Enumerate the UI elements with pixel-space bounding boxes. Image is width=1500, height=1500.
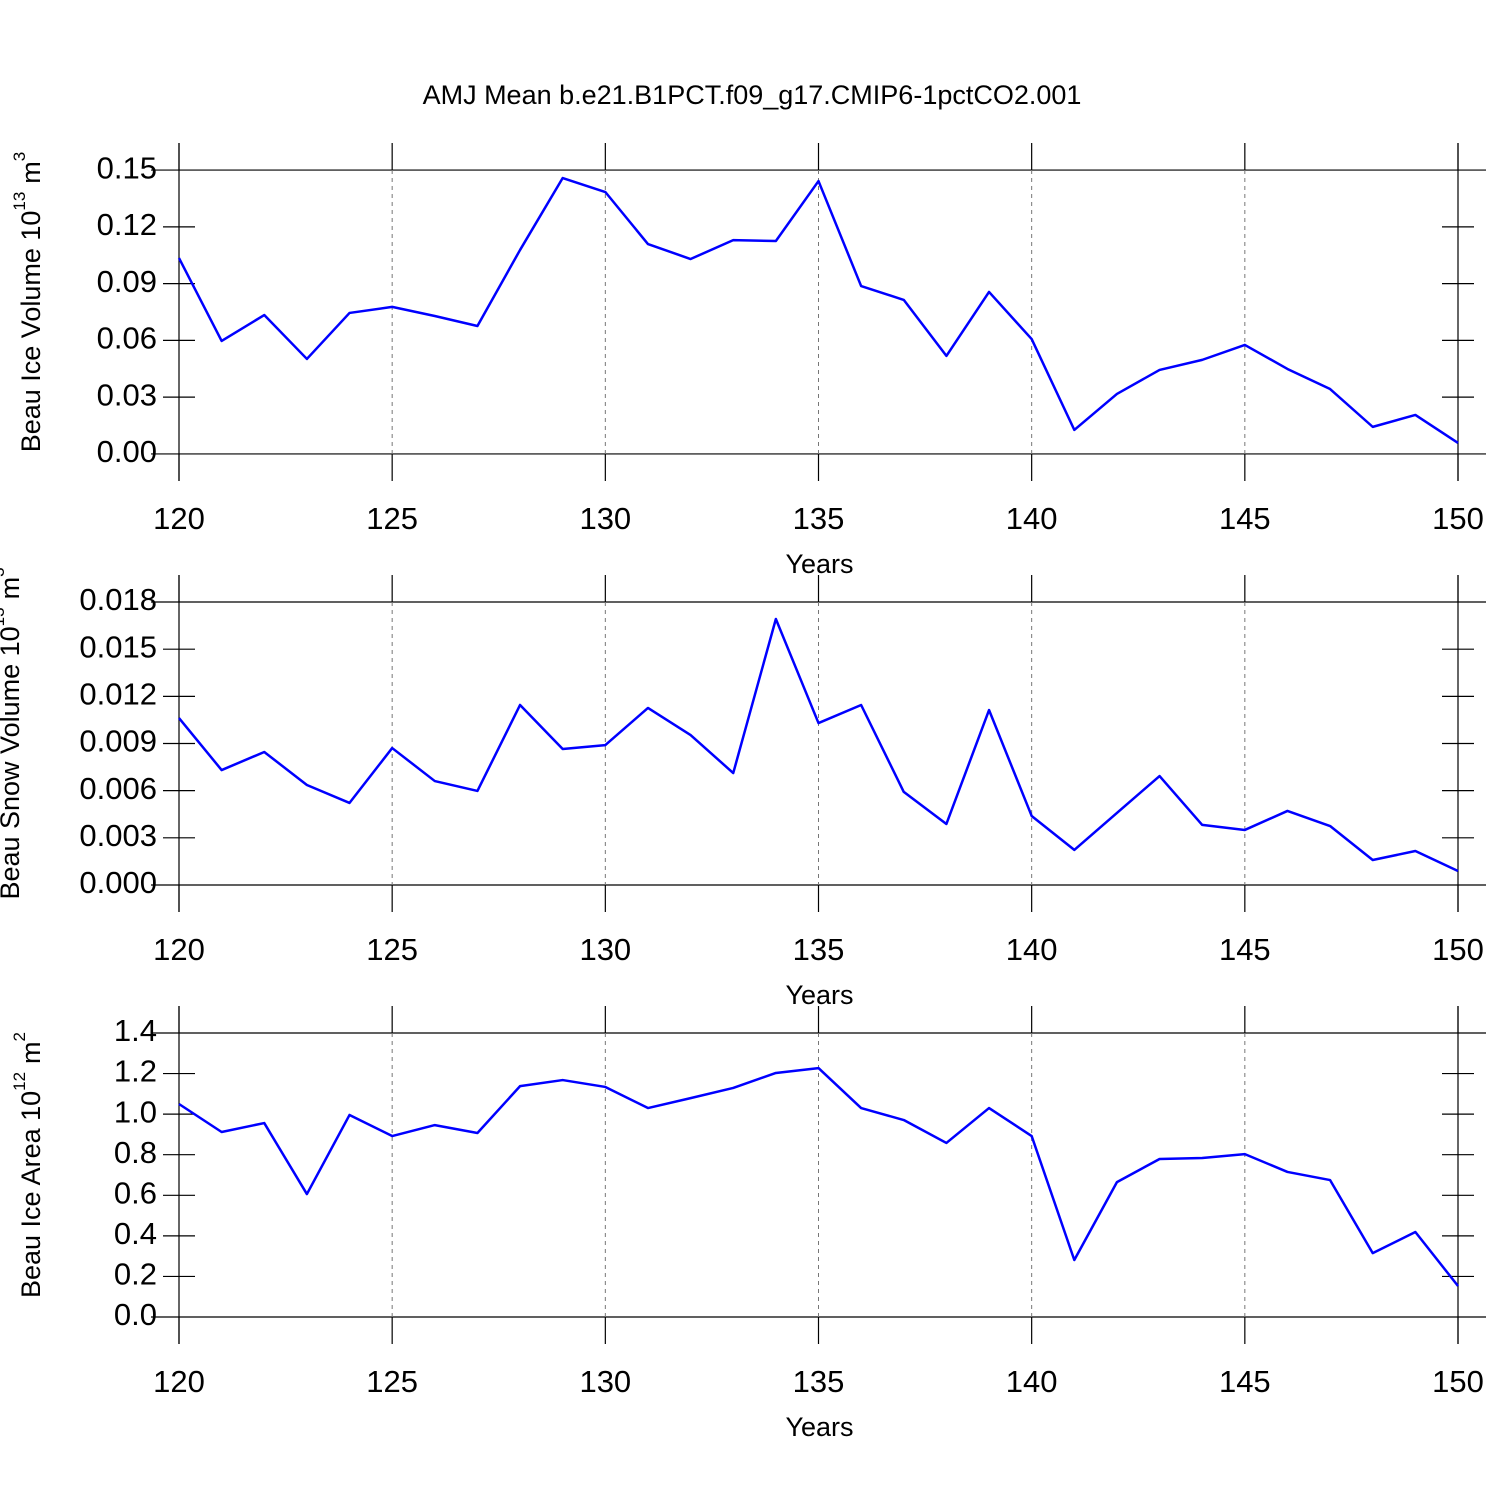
y-tick-label: 0.003 <box>79 818 157 853</box>
data-line <box>177 176 1459 445</box>
y-label-exponent: 12 <box>10 1072 29 1091</box>
y-label-exponent: 13 <box>10 192 29 211</box>
y-label-exponent: 13 <box>0 607 8 626</box>
y-tick-label: 0.018 <box>79 582 157 617</box>
y-label-unit-exponent: 3 <box>10 152 29 161</box>
x-tick-label: 145 <box>1219 932 1271 967</box>
y-tick-label: 0.009 <box>79 724 157 759</box>
x-tick-label: 125 <box>366 932 418 967</box>
y-tick-label: 1.2 <box>114 1054 157 1089</box>
figure-title: AMJ Mean b.e21.B1PCT.f09_g17.CMIP6-1pctC… <box>423 80 1082 110</box>
y-tick-label: 0.12 <box>97 207 157 242</box>
y-label-text: Beau Ice Volume 10 <box>16 211 46 453</box>
y-tick-label: 1.4 <box>114 1013 157 1048</box>
x-tick-label: 140 <box>1006 501 1058 536</box>
y-tick-label: 0.015 <box>79 629 157 664</box>
x-tick-label: 130 <box>579 1364 631 1399</box>
x-axis-label: Years <box>785 549 853 579</box>
x-axis-label: Years <box>785 1412 853 1442</box>
x-tick-label: 120 <box>153 501 205 536</box>
y-tick-label: 0.8 <box>114 1135 157 1170</box>
y-axis-label: Beau Ice Volume 1013 m3 <box>10 152 46 453</box>
x-tick-label: 145 <box>1219 1364 1271 1399</box>
y-label-unit: m <box>16 161 46 184</box>
y-tick-label: 0.2 <box>114 1257 157 1292</box>
y-tick-label: 0.4 <box>114 1216 157 1251</box>
y-label-unit: m <box>0 577 25 600</box>
x-tick-label: 120 <box>153 932 205 967</box>
y-tick-label: 0.6 <box>114 1175 157 1210</box>
x-tick-label: 150 <box>1432 932 1484 967</box>
y-tick-label: 0.012 <box>79 677 157 712</box>
y-tick-label: 0.15 <box>97 150 157 185</box>
y-tick-label: 0.06 <box>97 321 157 356</box>
x-tick-label: 130 <box>579 932 631 967</box>
x-tick-label: 150 <box>1432 501 1484 536</box>
y-label-unit-exponent: 2 <box>10 1032 29 1041</box>
x-tick-label: 145 <box>1219 501 1271 536</box>
y-tick-label: 0.006 <box>79 771 157 806</box>
data-line <box>178 617 1459 873</box>
y-label-text: Beau Snow Volume 10 <box>0 626 25 899</box>
y-tick-label: 0.0 <box>114 1297 157 1332</box>
y-axis-label: Beau Snow Volume 1013 m3 <box>0 567 25 899</box>
x-tick-label: 140 <box>1006 1364 1058 1399</box>
x-tick-label: 150 <box>1432 1364 1484 1399</box>
x-tick-label: 135 <box>793 501 845 536</box>
x-tick-label: 125 <box>366 1364 418 1399</box>
y-label-text: Beau Ice Area 10 <box>16 1091 46 1298</box>
y-tick-label: 0.03 <box>97 377 157 412</box>
x-tick-label: 135 <box>793 932 845 967</box>
data-line <box>178 1066 1459 1287</box>
y-tick-label: 0.000 <box>79 865 157 900</box>
y-axis-label: Beau Ice Area 1012 m2 <box>10 1032 46 1298</box>
x-tick-label: 125 <box>366 501 418 536</box>
y-tick-label: 0.00 <box>97 434 157 469</box>
y-label-unit: m <box>16 1041 46 1064</box>
y-tick-label: 1.0 <box>114 1094 157 1129</box>
y-tick-label: 0.09 <box>97 264 157 299</box>
x-tick-label: 140 <box>1006 932 1058 967</box>
x-tick-label: 130 <box>579 501 631 536</box>
y-label-unit-exponent: 3 <box>0 567 8 576</box>
x-tick-label: 135 <box>793 1364 845 1399</box>
x-axis-label: Years <box>785 980 853 1010</box>
x-tick-label: 120 <box>153 1364 205 1399</box>
